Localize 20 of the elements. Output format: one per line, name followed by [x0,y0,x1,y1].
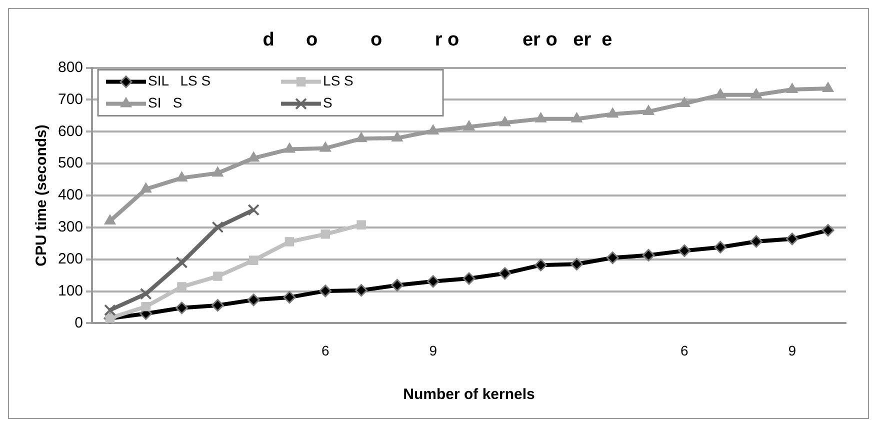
x-tick-label: 6 [680,342,689,358]
x-tick-label: 9 [788,342,796,358]
x-tick-label: 6 [322,342,330,358]
y-tick-label: 300 [58,218,84,236]
x-tick-label: 9 [429,342,438,358]
legend-label: LS S [323,72,354,89]
y-tick-label: 800 [58,58,84,76]
y-tick-label: 400 [58,186,84,204]
y-tick-label: 600 [58,122,84,140]
y-tick-label: 0 [74,314,84,332]
y-tick-label: 200 [58,250,84,268]
y-tick-label: 500 [58,154,84,172]
y-axis-title: CPU time (seconds) [33,124,50,266]
y-tick-label: 700 [58,90,84,108]
chart-title: d o o r o er o er e [262,30,612,51]
legend-label: SI S [148,94,182,111]
x-axis-title: Number of kernels [403,386,535,404]
legend-label: SIL LS S [148,72,211,89]
legend-label: S [323,94,332,111]
y-tick-label: 100 [58,282,84,300]
